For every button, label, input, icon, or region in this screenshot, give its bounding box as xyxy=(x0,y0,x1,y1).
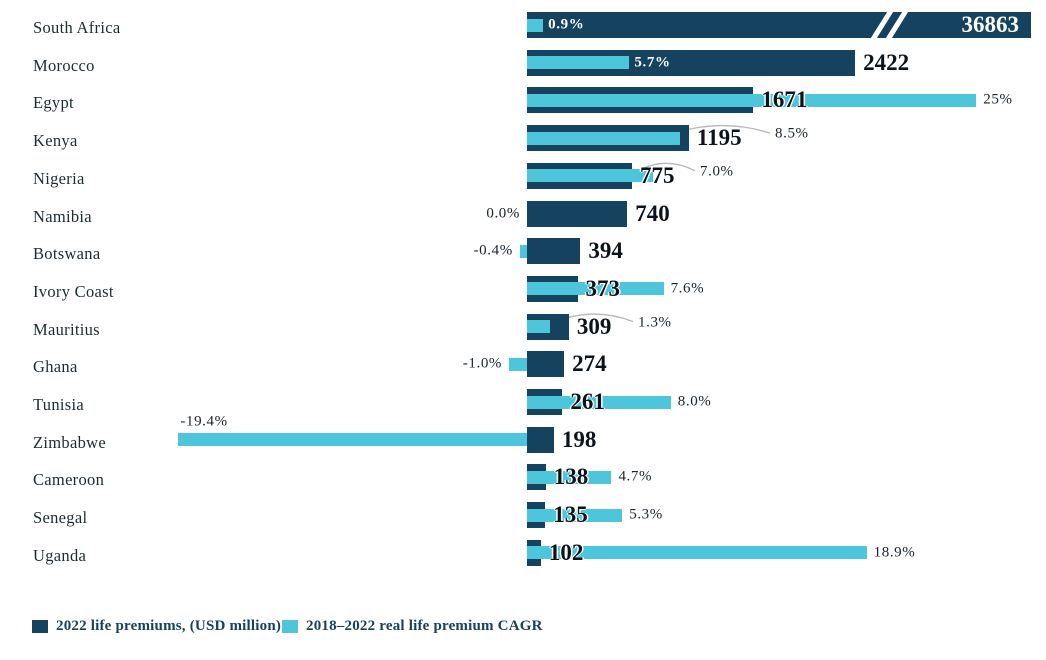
cagr-bar xyxy=(527,131,680,145)
cagr-value-label: 25% xyxy=(983,91,1013,108)
country-label: Ghana xyxy=(33,357,78,377)
premium-value-label: 2422 xyxy=(863,49,910,75)
cagr-bar xyxy=(527,470,612,484)
legend-label-premiums: 2022 life premiums, (USD million) xyxy=(56,618,282,634)
premium-value-label: 1671 xyxy=(761,87,808,113)
country-label: Egypt xyxy=(33,93,74,113)
premium-bar xyxy=(527,238,581,265)
premium-value-label: 740 xyxy=(635,200,670,226)
cagr-value-label: 5.3% xyxy=(629,506,663,523)
cagr-value-label: -0.4% xyxy=(473,242,513,259)
cagr-bar xyxy=(178,433,527,447)
premium-bar xyxy=(527,426,554,453)
country-label: South Africa xyxy=(33,18,121,37)
cagr-value-label: 0.9% xyxy=(548,16,585,33)
cagr-bar xyxy=(527,395,671,409)
legend-item-premiums: 2022 life premiums, (USD million) xyxy=(32,618,281,635)
cagr-value-label: 7.6% xyxy=(670,280,705,297)
country-label: Zimbabwe xyxy=(33,432,106,452)
cagr-bar xyxy=(519,244,527,258)
cagr-bar xyxy=(527,18,544,32)
cagr-value-label: 8.0% xyxy=(677,393,712,410)
country-label: Morocco xyxy=(33,55,95,75)
cagr-bar xyxy=(527,282,664,296)
cagr-bar xyxy=(527,56,630,70)
cagr-bar xyxy=(527,93,977,107)
cagr-value-label: 1.3% xyxy=(638,314,672,331)
legend-label-cagr: 2018–2022 real life premium CAGR xyxy=(306,618,543,634)
country-label: Mauritius xyxy=(33,319,100,339)
premium-value-label: 394 xyxy=(588,238,623,264)
cagr-value-label: 4.7% xyxy=(618,468,653,485)
premium-value-label: 1195 xyxy=(696,125,742,151)
premium-value-label: 261 xyxy=(570,389,605,414)
legend-item-cagr: 2018–2022 real life premium CAGR xyxy=(282,618,543,635)
premium-value-label: 274 xyxy=(572,351,607,377)
cagr-bar xyxy=(509,357,527,371)
country-label: Botswana xyxy=(33,244,101,264)
cagr-value-label: 18.9% xyxy=(873,544,916,561)
premium-value-label: 138 xyxy=(553,464,589,490)
cagr-value-label: -19.4% xyxy=(180,413,228,430)
country-label: Nigeria xyxy=(33,168,85,188)
cagr-bar xyxy=(527,169,653,183)
legend: 2022 life premiums, (USD million) 2018–2… xyxy=(0,612,1046,642)
cagr-value-label: 7.0% xyxy=(700,163,734,180)
premium-bar xyxy=(527,200,628,227)
cagr-value-label: -1.0% xyxy=(462,355,503,372)
premium-bar xyxy=(527,10,1031,40)
premium-value-label: 198 xyxy=(561,426,597,452)
cagr-bar xyxy=(527,508,623,522)
cagr-value-label: 0.0% xyxy=(486,205,520,221)
legend-swatch-premiums-icon xyxy=(32,620,48,633)
cagr-value-label: 8.5% xyxy=(775,125,809,142)
premium-value-label: 775 xyxy=(640,162,675,188)
country-label: Cameroon xyxy=(33,470,105,490)
country-label: Uganda xyxy=(33,545,87,565)
premium-value-label: 36863 xyxy=(961,12,1020,37)
legend-swatch-cagr-icon xyxy=(282,620,298,633)
country-label: Tunisia xyxy=(33,395,85,414)
premium-bar xyxy=(527,351,565,378)
country-label: Ivory Coast xyxy=(33,281,114,301)
cagr-bar xyxy=(527,320,551,334)
premium-value-label: 102 xyxy=(548,539,584,565)
premium-value-label: 373 xyxy=(585,275,621,301)
cagr-value-label: 5.7% xyxy=(634,54,671,71)
country-label: Kenya xyxy=(33,131,78,151)
premium-value-label: 135 xyxy=(553,502,588,528)
country-label: Senegal xyxy=(33,508,88,528)
country-label: Namibia xyxy=(33,206,92,226)
premium-value-label: 309 xyxy=(576,313,612,339)
cagr-bar xyxy=(527,546,867,560)
